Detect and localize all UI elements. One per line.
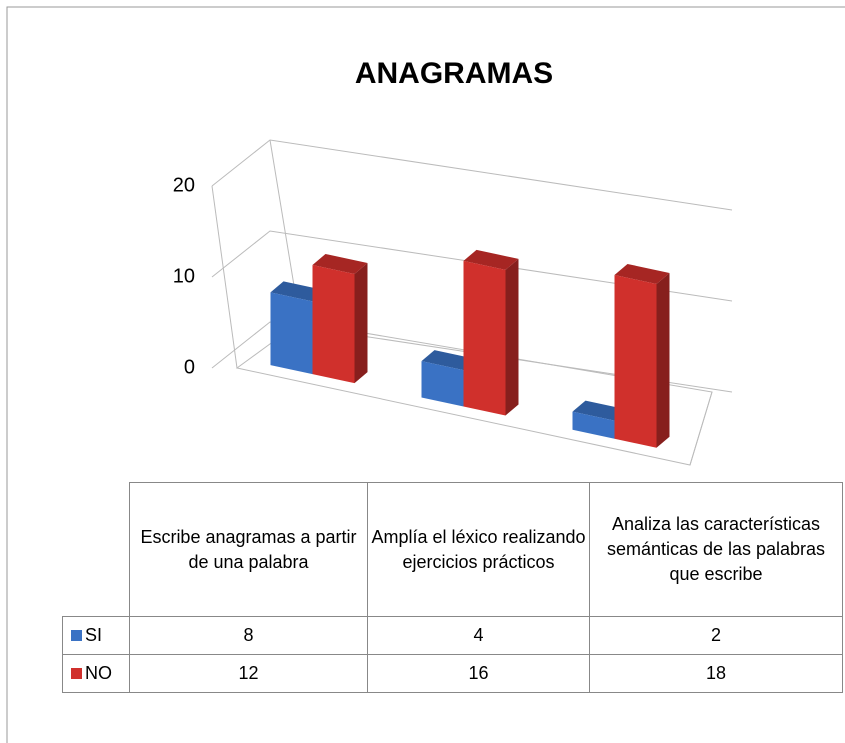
legend-label: SI [85, 625, 103, 645]
grid-line [211, 139, 733, 211]
bar-top [463, 249, 519, 270]
y-tick-label: 10 [173, 265, 195, 287]
bar-top [614, 263, 670, 284]
bar [312, 264, 355, 384]
legend-cell: NO [62, 654, 130, 693]
value-cell: 4 [367, 616, 590, 655]
floor-edge [689, 391, 713, 466]
side-wall-edge [211, 185, 238, 369]
bar-side [354, 262, 368, 384]
value-cell: 12 [129, 654, 368, 693]
legend-swatch [71, 630, 82, 641]
bar-side [656, 272, 670, 448]
chart-frame [6, 6, 845, 743]
value-cell: 2 [589, 616, 843, 655]
bar [572, 411, 615, 439]
value-cell: 18 [589, 654, 843, 693]
grid-line [211, 321, 733, 393]
bar-top [421, 350, 477, 371]
series-row: NO 12 16 18 [62, 654, 843, 693]
category-cell: Amplía el léxico realizando ejercicios p… [367, 482, 590, 617]
bar [614, 274, 657, 448]
value-cell: 8 [129, 616, 368, 655]
y-tick-label: 20 [173, 174, 195, 196]
category-cell: Analiza las características semánticas d… [589, 482, 843, 617]
series-row: SI 8 4 2 [62, 616, 843, 655]
bar-top [270, 281, 326, 302]
grid-line [211, 230, 733, 302]
category-cell: Escribe anagramas a partir de una palabr… [129, 482, 368, 617]
bar-top [312, 253, 368, 274]
y-tick-label: 0 [184, 356, 195, 378]
data-table: Escribe anagramas a partir de una palabr… [62, 482, 843, 693]
legend-label: NO [85, 663, 112, 683]
legend-swatch [71, 668, 82, 679]
bar [270, 292, 313, 375]
bar-side [505, 258, 519, 416]
legend-cell: SI [62, 616, 130, 655]
header-row: Escribe anagramas a partir de una palabr… [62, 482, 843, 617]
chart-title: ANAGRAMAS [355, 57, 553, 90]
bar [463, 260, 506, 416]
corner-cell [62, 482, 130, 617]
bar-top [572, 400, 628, 421]
bar [421, 361, 464, 407]
value-cell: 16 [367, 654, 590, 693]
